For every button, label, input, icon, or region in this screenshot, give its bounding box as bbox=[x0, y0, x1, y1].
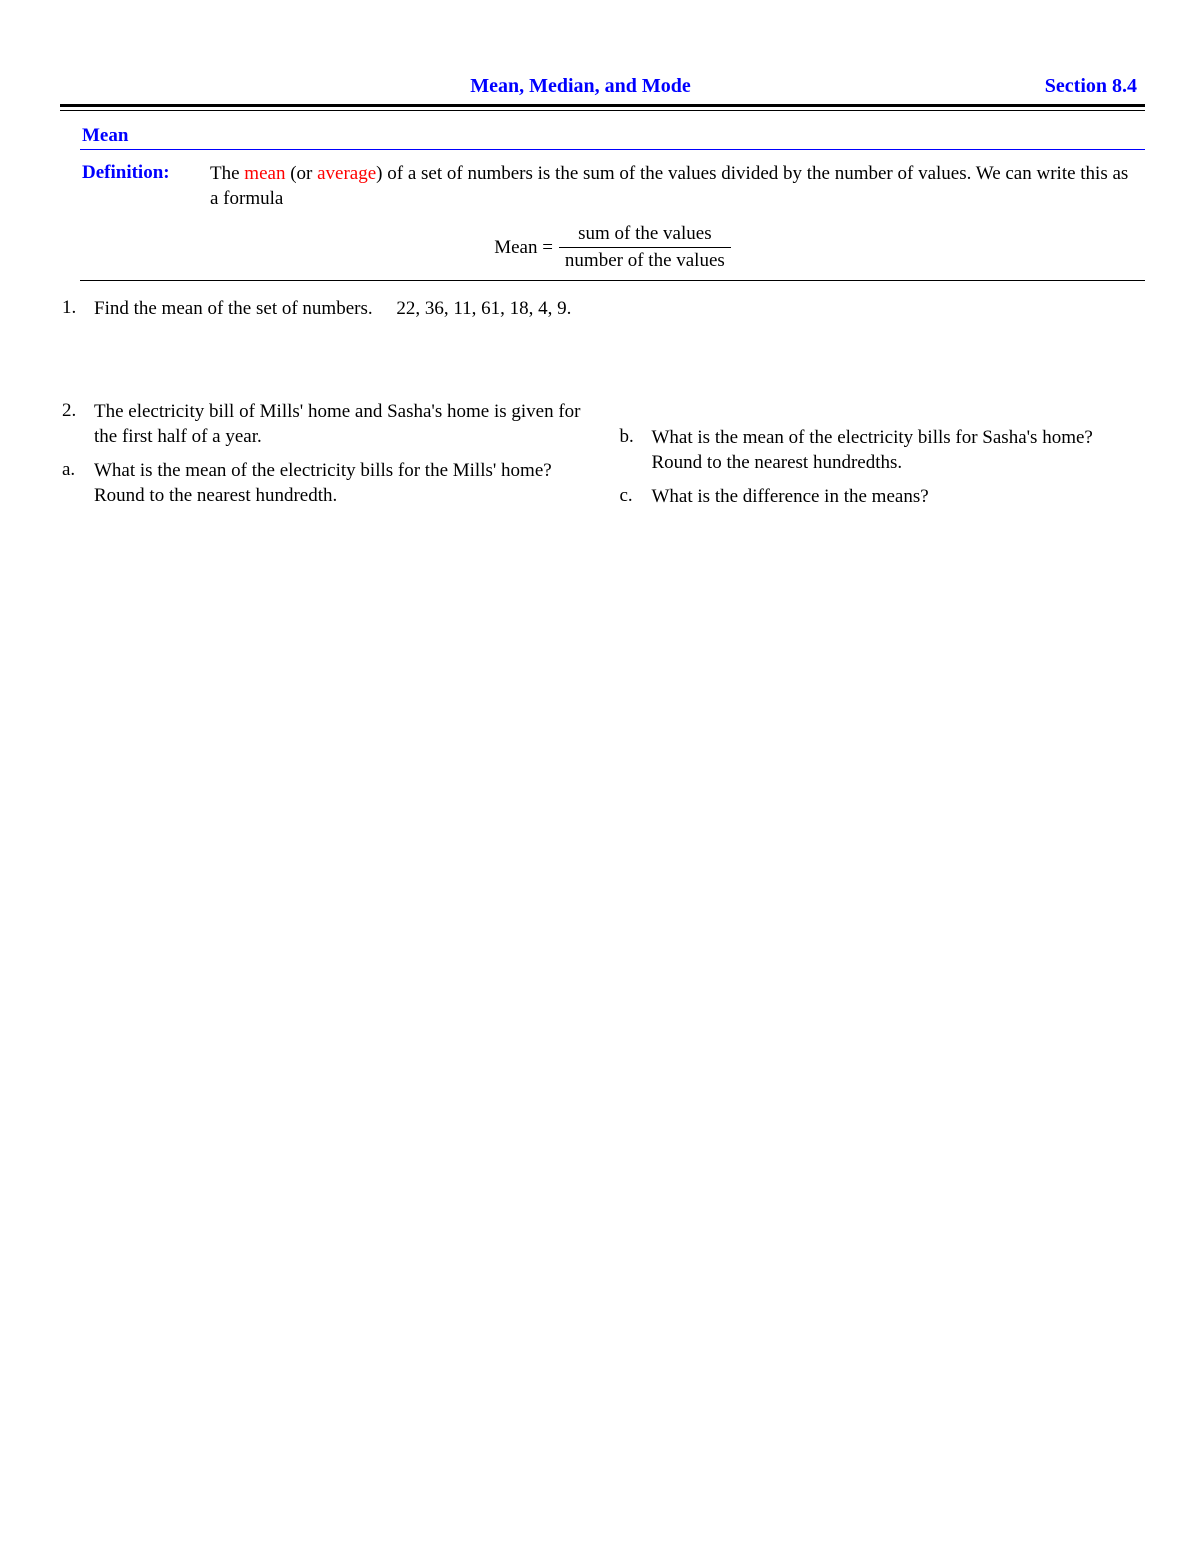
problem-2-text: The electricity bill of Mills' home and … bbox=[94, 400, 588, 449]
problem-2c: c. What is the difference in the means? bbox=[618, 485, 1146, 510]
problem-1-number: 1. bbox=[60, 297, 94, 319]
problem-2-number: 2. bbox=[60, 400, 94, 422]
formula-equation: Mean = sum of the values number of the v… bbox=[494, 223, 731, 272]
section-label: Section 8.4 bbox=[977, 75, 1141, 98]
problem-2c-text: What is the difference in the means? bbox=[652, 485, 1146, 510]
formula-numerator: sum of the values bbox=[559, 223, 731, 248]
definition-body: The mean (or average) of a set of number… bbox=[210, 162, 1145, 211]
term-mean: mean bbox=[244, 163, 285, 184]
section-title: Mean bbox=[80, 125, 1145, 150]
problem-2-left-col: 2. The electricity bill of Mills' home a… bbox=[60, 400, 588, 510]
problem-1-text: Find the mean of the set of numbers. 22,… bbox=[94, 297, 1145, 322]
definition-text-mid1: (or bbox=[285, 163, 317, 184]
problem-2b-text: What is the mean of the electricity bill… bbox=[652, 426, 1146, 475]
problem-2c-label: c. bbox=[618, 485, 652, 507]
formula-lhs: Mean = bbox=[494, 237, 553, 259]
formula: Mean = sum of the values number of the v… bbox=[80, 223, 1145, 272]
definition-label: Definition: bbox=[80, 162, 210, 211]
formula-fraction: sum of the values number of the values bbox=[559, 223, 731, 272]
problem-2b: b. What is the mean of the electricity b… bbox=[618, 426, 1146, 475]
problem-2a: a. What is the mean of the electricity b… bbox=[60, 459, 588, 508]
problem-1-workspace bbox=[60, 328, 1145, 400]
problems: 1. Find the mean of the set of numbers. … bbox=[60, 297, 1145, 510]
page-header: Mean, Median, and Mode Section 8.4 bbox=[60, 75, 1145, 102]
section-bottom-rule bbox=[80, 280, 1145, 281]
problem-2a-text: What is the mean of the electricity bill… bbox=[94, 459, 588, 508]
problem-1: 1. Find the mean of the set of numbers. … bbox=[60, 297, 1145, 322]
page: Mean, Median, and Mode Section 8.4 Mean … bbox=[0, 0, 1200, 1553]
term-average: average bbox=[317, 163, 376, 184]
problem-2: 2. The electricity bill of Mills' home a… bbox=[60, 400, 1145, 510]
definition-text-pre: The bbox=[210, 163, 244, 184]
section-mean: Mean Definition: The mean (or average) o… bbox=[80, 125, 1145, 272]
problem-2a-label: a. bbox=[60, 459, 94, 481]
problem-2b-label: b. bbox=[618, 426, 652, 448]
page-title: Mean, Median, and Mode bbox=[184, 75, 977, 98]
header-double-rule bbox=[60, 104, 1145, 111]
definition-row: Definition: The mean (or average) of a s… bbox=[80, 150, 1145, 211]
problem-2-right-col: b. What is the mean of the electricity b… bbox=[618, 400, 1146, 510]
formula-denominator: number of the values bbox=[559, 248, 731, 272]
problem-2-stem: 2. The electricity bill of Mills' home a… bbox=[60, 400, 588, 449]
